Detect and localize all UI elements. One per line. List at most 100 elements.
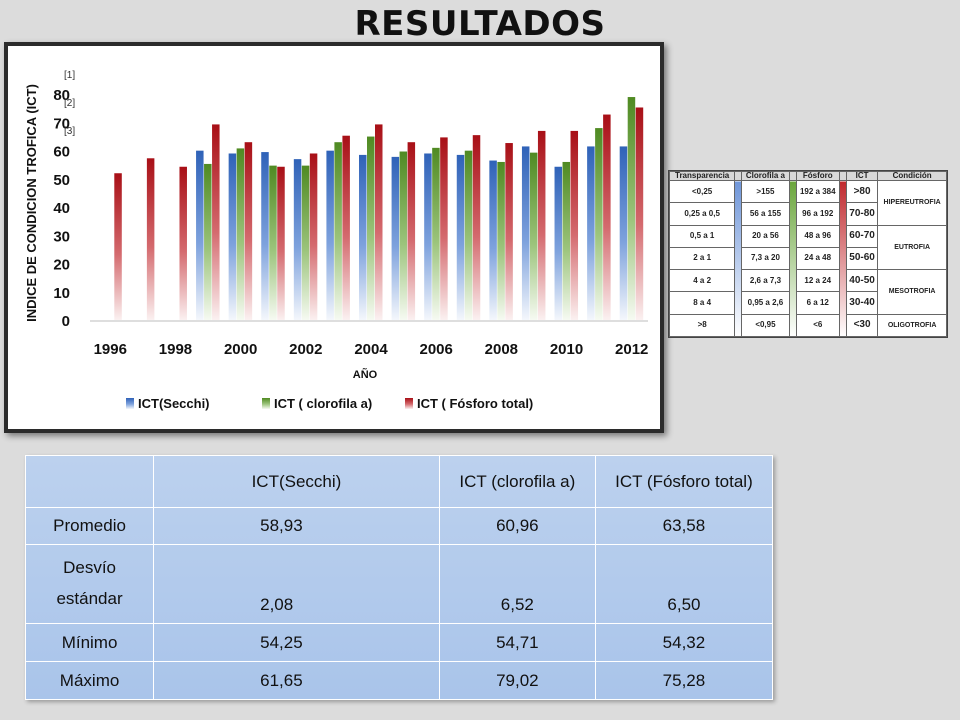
ref-header-transparencia: Transparencia xyxy=(668,171,736,181)
legend-swatch xyxy=(126,398,134,409)
stats-cell: 75,28 xyxy=(594,661,774,700)
x-axis-title: AÑO xyxy=(353,368,378,381)
ref-cell: 30-40 xyxy=(845,291,879,315)
legend-label: ICT(Secchi) xyxy=(138,396,210,411)
bar xyxy=(301,165,310,320)
x-tick-label: 2004 xyxy=(354,341,388,358)
bar xyxy=(196,150,204,320)
ref-cell: 2 a 1 xyxy=(668,246,736,271)
y-tick-label: 40 xyxy=(53,200,70,217)
bar xyxy=(293,159,302,320)
stats-header-empty xyxy=(24,455,155,508)
stats-row-label: Desvío estándar xyxy=(24,544,155,624)
x-tick-label: 2002 xyxy=(289,341,322,358)
ref-cell: <0,95 xyxy=(741,313,790,338)
bar xyxy=(595,128,603,320)
y-tick-label: 0 xyxy=(62,313,70,330)
y-axis-title: INDICE DE CONDICION TROFICA (ICT) xyxy=(24,84,39,322)
bar xyxy=(179,166,187,320)
ref-cell: <0,25 xyxy=(668,179,736,204)
bar xyxy=(464,150,473,320)
footnote-marker: [3] xyxy=(64,126,75,137)
bar xyxy=(244,142,253,320)
ref-cell: 4 a 2 xyxy=(668,269,736,293)
bar xyxy=(537,130,546,320)
ref-cell: 48 a 96 xyxy=(795,224,840,248)
stats-cell: 63,58 xyxy=(594,507,774,545)
footnote-marker: [2] xyxy=(64,98,75,109)
y-tick-label: 30 xyxy=(53,228,70,245)
x-tick-label: 1998 xyxy=(159,341,192,358)
stats-header-fosforo: ICT (Fósforo total) xyxy=(594,455,774,508)
stats-cell: 58,93 xyxy=(153,507,440,545)
stats-cell: 79,02 xyxy=(438,661,596,700)
x-tick-label: 2012 xyxy=(615,341,648,358)
bar xyxy=(204,163,212,320)
ref-cell: <30 xyxy=(845,313,879,338)
ref-gradient-spacer xyxy=(734,171,743,181)
y-tick-label: 70 xyxy=(53,115,70,132)
ref-condition: EUTROFIA xyxy=(877,224,947,271)
legend-label: ICT ( Fósforo total) xyxy=(417,396,533,411)
stats-row-label: Mínimo xyxy=(24,623,155,662)
ref-gradient-spacer xyxy=(838,171,847,181)
ref-header-condicion: Condición xyxy=(877,171,947,181)
bar xyxy=(497,161,505,320)
stats-cell: 60,96 xyxy=(438,507,596,545)
bar xyxy=(309,153,318,320)
ref-cell: 56 a 155 xyxy=(741,202,790,226)
ref-cell: 24 a 48 xyxy=(795,246,840,271)
bar xyxy=(424,153,432,320)
ref-gradient-blue xyxy=(734,180,743,337)
stats-row-label: Máximo xyxy=(24,661,155,700)
ref-condition: OLIGOTROFIA xyxy=(877,313,947,338)
stats-cell: 2,08 xyxy=(153,544,440,624)
bar xyxy=(529,152,538,320)
ref-header-fosforo: Fósforo xyxy=(795,171,840,181)
bar xyxy=(277,166,285,320)
ref-cell: <6 xyxy=(795,313,840,338)
ref-cell: 7,3 a 20 xyxy=(741,246,790,271)
bar xyxy=(619,146,628,320)
footnote-marker: [1] xyxy=(64,70,75,81)
chart-panel: 0 10 20 30 40 50 60 70 80 INDICE DE CONDICION TRO… xyxy=(4,42,664,433)
bar xyxy=(627,97,636,320)
y-tick-label: 10 xyxy=(53,285,70,302)
bar xyxy=(326,150,334,320)
stats-cell: 54,25 xyxy=(153,623,440,662)
stats-row-label-line1: Desvío xyxy=(63,558,117,578)
legend-swatch xyxy=(262,398,270,409)
ref-cell: 12 a 24 xyxy=(795,269,840,293)
ref-gradient-green xyxy=(788,180,797,337)
bar xyxy=(456,154,465,320)
stats-cell: 54,32 xyxy=(594,623,774,662)
ref-cell: 50-60 xyxy=(845,246,879,271)
y-tick-label: 20 xyxy=(53,257,70,274)
ref-header-clorofila: Clorofila a xyxy=(741,171,790,181)
bar xyxy=(603,114,611,320)
bar xyxy=(489,160,497,320)
bar xyxy=(407,142,416,320)
bar xyxy=(261,152,269,320)
bar xyxy=(391,156,400,320)
bar xyxy=(505,143,513,320)
bar xyxy=(399,151,408,320)
bar xyxy=(269,165,277,320)
ref-cell: 0,5 a 1 xyxy=(668,224,736,248)
bar xyxy=(367,136,375,320)
bar xyxy=(236,148,245,320)
x-tick-label: 2010 xyxy=(550,341,583,358)
ref-gradient-red xyxy=(838,180,847,337)
ref-cell: >155 xyxy=(741,179,790,204)
bar xyxy=(359,154,367,320)
ref-cell: 2,6 a 7,3 xyxy=(741,269,790,293)
ict-reference-table: Transparencia Clorofila a Fósforo ICT Co… xyxy=(668,170,948,338)
stats-header-secchi: ICT(Secchi) xyxy=(153,455,440,508)
y-tick-label: 60 xyxy=(53,144,70,161)
x-tick-label: 2008 xyxy=(485,341,518,358)
bar xyxy=(432,147,440,320)
ref-gradient-spacer xyxy=(788,171,797,181)
stats-row-label-line2: estándar xyxy=(56,589,123,608)
bar xyxy=(334,142,342,320)
ref-cell: 96 a 192 xyxy=(795,202,840,226)
